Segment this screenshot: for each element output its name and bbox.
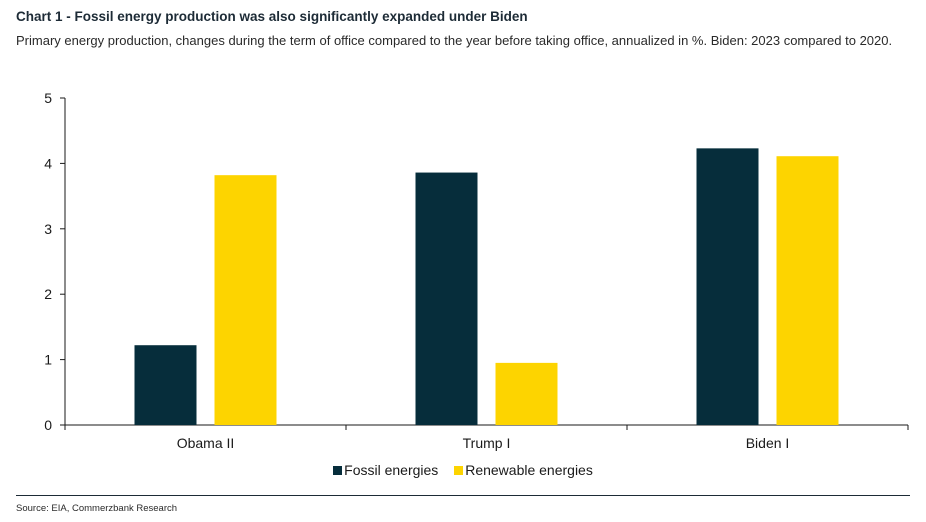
y-tick-label: 3: [44, 221, 52, 237]
bars: [134, 148, 839, 425]
legend-item-renewable: Renewable energies: [454, 462, 593, 478]
bar-fossil: [415, 172, 478, 425]
source-note: Source: EIA, Commerzbank Research: [16, 503, 178, 514]
y-tick-label: 5: [44, 90, 52, 106]
legend-item-fossil: Fossil energies: [333, 462, 438, 478]
x-tick-label: Trump I: [463, 435, 511, 451]
bar-chart: 0 1 2 3 4 5 Obama II Trump I Biden I: [44, 90, 909, 451]
legend-swatch-fossil: [333, 465, 343, 475]
y-axis: 0 1 2 3 4 5: [44, 90, 66, 433]
y-tick-label: 4: [44, 155, 52, 171]
bar-renewable: [495, 362, 558, 425]
chart-subtitle: Primary energy production, changes durin…: [16, 33, 893, 48]
x-tick-label: Biden I: [746, 435, 790, 451]
bar-renewable: [214, 175, 277, 425]
legend-label-fossil: Fossil energies: [344, 462, 439, 478]
legend: Fossil energies Renewable energies: [0, 462, 926, 478]
y-tick-label: 0: [44, 417, 52, 433]
y-tick-label: 2: [44, 286, 52, 302]
bar-renewable: [776, 156, 839, 425]
legend-swatch-renewable: [454, 465, 464, 475]
legend-label-renewable: Renewable energies: [465, 462, 593, 478]
y-tick-label: 1: [44, 352, 52, 368]
footer-divider: [16, 495, 910, 496]
x-tick-label: Obama II: [177, 435, 235, 451]
chart-title: Chart 1 - Fossil energy production was a…: [16, 9, 528, 24]
bar-fossil: [134, 345, 197, 425]
bar-fossil: [696, 148, 759, 425]
x-axis: Obama II Trump I Biden I: [64, 424, 909, 451]
